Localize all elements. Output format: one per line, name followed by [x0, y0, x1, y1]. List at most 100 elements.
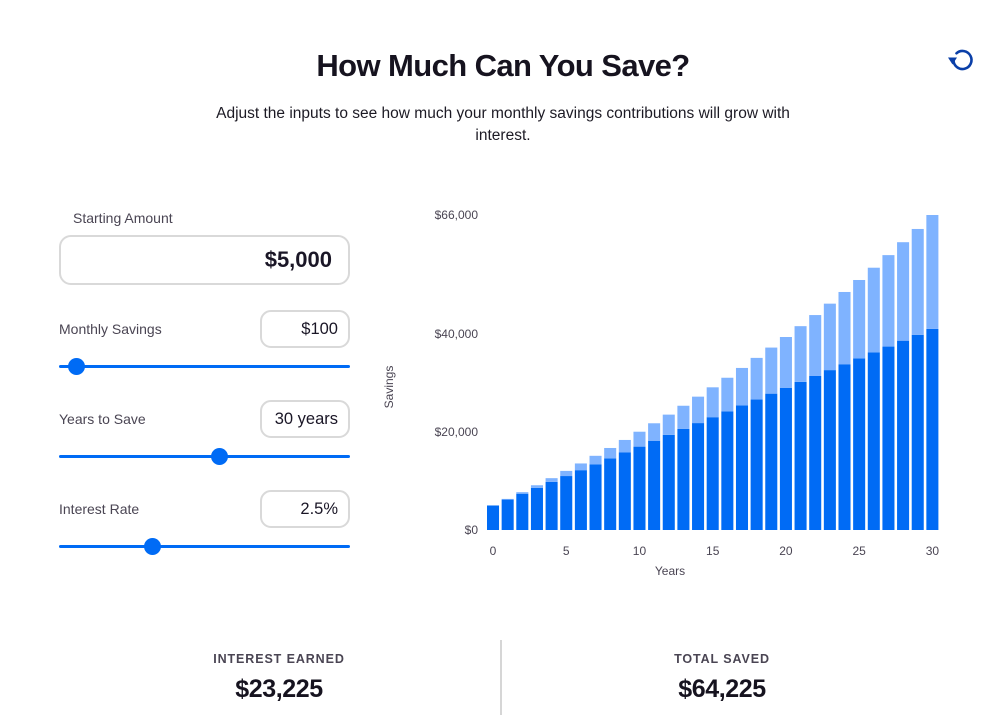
bar-interest: [867, 267, 880, 353]
x-tick-label: 0: [490, 544, 497, 558]
bar-interest: [545, 478, 558, 482]
slider-track[interactable]: [59, 455, 350, 458]
bar-interest: [574, 463, 587, 471]
bar-interest: [911, 228, 924, 335]
bar-interest: [618, 439, 631, 453]
bar-contributions: [604, 458, 617, 530]
interest-rate-input[interactable]: 2.5%: [260, 490, 350, 528]
bar-contributions: [589, 464, 602, 530]
total-saved-label: TOTAL SAVED: [674, 652, 770, 666]
starting-amount-input[interactable]: $5,000: [59, 235, 350, 285]
bar-contributions: [882, 346, 895, 530]
x-tick-label: 10: [633, 544, 647, 558]
bar-interest: [516, 492, 529, 494]
bar-contributions: [516, 493, 529, 530]
bar-contributions: [809, 375, 822, 530]
bar-interest: [794, 326, 807, 382]
y-tick-label: $66,000: [435, 208, 479, 222]
bar-interest: [530, 485, 543, 488]
x-axis-title: Years: [655, 564, 685, 578]
bar-contributions: [560, 476, 573, 530]
monthly-savings-input[interactable]: $100: [260, 310, 350, 348]
reset-icon: [948, 49, 973, 71]
monthly-savings-label: Monthly Savings: [59, 321, 162, 337]
bar-contributions: [750, 399, 763, 530]
bar-contributions: [574, 470, 587, 530]
y-axis-title: Savings: [382, 366, 396, 409]
bar-contributions: [648, 440, 661, 530]
x-tick-label: 15: [706, 544, 720, 558]
bar-interest: [838, 291, 851, 365]
reset-button[interactable]: [944, 44, 980, 76]
bar-interest: [560, 470, 573, 477]
bar-contributions: [662, 434, 675, 530]
y-tick-label: $20,000: [435, 425, 479, 439]
bar-contributions: [677, 428, 690, 530]
interest-earned-label: INTEREST EARNED: [213, 652, 345, 666]
x-axis-ticks: 0 5 10 15 20 25 30: [490, 544, 940, 558]
bar-contributions: [530, 487, 543, 530]
bar-contributions: [911, 334, 924, 530]
bar-contributions: [501, 499, 514, 530]
interest-earned-value: $23,225: [235, 675, 323, 703]
starting-amount-label: Starting Amount: [73, 210, 173, 226]
monthly-savings-slider[interactable]: [59, 356, 350, 376]
interest-rate-label: Interest Rate: [59, 501, 140, 517]
bar-interest: [882, 255, 895, 347]
bar-contributions: [487, 505, 500, 530]
bar-contributions: [838, 364, 851, 530]
bar-interest: [721, 377, 734, 412]
x-tick-label: 30: [926, 544, 940, 558]
years-to-save-label: Years to Save: [59, 411, 146, 427]
bar-contributions: [897, 340, 910, 530]
slider-thumb[interactable]: [67, 358, 85, 375]
bar-interest: [809, 315, 822, 376]
bar-contributions: [735, 405, 749, 530]
bar-contributions: [794, 381, 807, 530]
bar-contributions: [779, 387, 792, 530]
page-subtitle: Adjust the inputs to see how much your m…: [216, 105, 790, 144]
bar-contributions: [706, 417, 719, 530]
bar-contributions: [692, 423, 705, 530]
total-saved-value: $64,225: [678, 675, 766, 703]
bar-contributions: [765, 393, 778, 530]
years-to-save-input[interactable]: 30 years: [260, 400, 350, 438]
bar-interest: [692, 396, 705, 424]
x-tick-label: 5: [563, 544, 570, 558]
bar-interest: [735, 367, 749, 406]
years-to-save-slider[interactable]: [59, 446, 350, 466]
bar-interest: [853, 279, 866, 359]
bar-interest: [750, 357, 763, 400]
bar-interest: [823, 303, 836, 371]
bar-interest: [897, 242, 910, 341]
bar-interest: [677, 405, 690, 429]
bar-interest: [926, 215, 939, 329]
bar-interest: [662, 414, 675, 435]
bar-interest: [779, 337, 792, 388]
bar-contributions: [823, 370, 836, 530]
bar-contributions: [545, 481, 558, 530]
slider-track[interactable]: [59, 545, 350, 548]
bar-contributions: [926, 328, 939, 530]
savings-chart: $0 $20,000 $40,000 $66,000 0 5 10 15 20 25 30 Sav…: [382, 208, 940, 578]
bar-interest: [589, 455, 602, 465]
bar-contributions: [721, 411, 734, 530]
bar-contributions: [867, 352, 880, 530]
bar-interest: [633, 431, 646, 447]
bar-contributions: [633, 446, 646, 530]
y-tick-label: $40,000: [435, 327, 479, 341]
bar-interest: [765, 347, 778, 394]
slider-track[interactable]: [59, 365, 350, 368]
bar-contributions: [853, 358, 866, 530]
page-title: How Much Can You Save?: [316, 48, 690, 83]
bars: [487, 215, 939, 530]
bar-contributions: [618, 452, 631, 530]
slider-thumb[interactable]: [143, 538, 161, 555]
bar-interest: [706, 387, 719, 418]
slider-thumb[interactable]: [211, 448, 229, 465]
y-tick-label: $0: [465, 523, 479, 537]
x-tick-label: 25: [852, 544, 866, 558]
bar-interest: [604, 447, 617, 459]
interest-rate-slider[interactable]: [59, 536, 350, 556]
summary-divider: [500, 640, 502, 715]
